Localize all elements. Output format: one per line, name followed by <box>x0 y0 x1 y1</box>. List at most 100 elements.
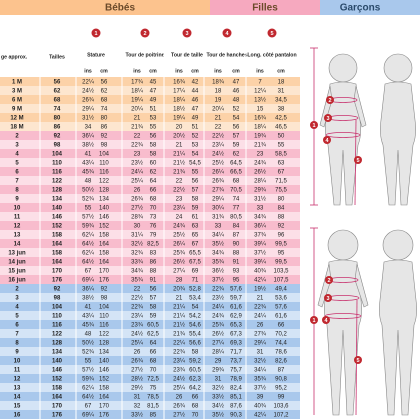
number-badge <box>182 28 192 38</box>
cell: 79 <box>150 233 157 239</box>
cell: 74 <box>233 197 240 203</box>
cell: 22 <box>176 179 183 185</box>
row-label: 116 <box>52 323 62 329</box>
row-background <box>0 302 300 311</box>
row-background <box>0 374 300 383</box>
illustration-bottom <box>310 227 417 416</box>
row-label: 16 <box>14 413 21 419</box>
cell: 90,8 <box>275 377 287 383</box>
row-label: 104 <box>52 152 63 158</box>
cell: 21¾ <box>254 143 267 149</box>
row-label: 2 <box>15 287 19 293</box>
cell: 23 <box>134 152 141 158</box>
cell: 69¼ <box>82 278 95 284</box>
column-header: Tour de taille <box>171 52 203 58</box>
marker-badge <box>310 121 318 129</box>
row-background <box>0 104 300 113</box>
cell: 95 <box>278 251 285 257</box>
row-background <box>0 347 300 356</box>
cell: 45¾ <box>82 170 95 176</box>
cell: 75,7 <box>230 368 242 374</box>
cell: 32½ <box>131 241 143 248</box>
cell: 134 <box>99 197 110 203</box>
cell: 64½ <box>82 259 94 266</box>
row-label: 14 <box>14 395 21 401</box>
row-label: 104 <box>52 305 63 311</box>
cell: 146 <box>99 368 110 374</box>
cell: 39¼ <box>254 260 267 266</box>
row-label: 128 <box>52 188 63 194</box>
cell: 27¼ <box>173 269 186 275</box>
cell: 48 <box>85 179 92 185</box>
cell: 50½ <box>82 340 94 347</box>
cell: 54,5 <box>189 161 201 167</box>
cell: 22½ <box>131 295 143 302</box>
cell: 98 <box>101 143 108 149</box>
row-label: 122 <box>52 179 63 185</box>
cell: 57½ <box>82 214 94 221</box>
cell: 70 <box>150 206 157 212</box>
cell: 26 <box>134 188 141 194</box>
cell: 43¼ <box>82 314 95 320</box>
cell: 25½ <box>212 160 224 167</box>
cell: 88 <box>233 251 240 257</box>
cell: 21¾ <box>131 125 144 131</box>
unit-ins: ins <box>214 68 222 74</box>
row-background <box>0 383 300 392</box>
cell: 64,2 <box>189 386 201 392</box>
cell: 26½ <box>173 259 185 266</box>
cell: 34 <box>85 125 92 131</box>
cell: 29¼ <box>212 197 225 203</box>
cell: 58 <box>150 305 157 311</box>
cell: 31½ <box>82 115 94 122</box>
cell: 26¾ <box>131 197 144 203</box>
cell: 34¾ <box>131 269 144 275</box>
row-label: 11 <box>14 368 21 374</box>
cell: 48 <box>85 332 92 338</box>
row-label: 2 <box>15 134 19 140</box>
cell: 158 <box>99 233 110 239</box>
cell: 70 <box>150 368 157 374</box>
cell: 19¼ <box>131 98 144 104</box>
cell: 27½ <box>131 205 143 212</box>
cell: 21 <box>215 116 222 122</box>
row-background <box>0 140 300 149</box>
cell: 96 <box>278 233 285 239</box>
marker-badge <box>325 276 333 284</box>
cell: 33 <box>257 206 264 212</box>
cell: 51 <box>150 107 157 113</box>
cell: 35½ <box>212 241 224 248</box>
cell: 25¼ <box>131 179 144 185</box>
row-label: 8 <box>15 341 19 347</box>
number-badge <box>91 28 101 38</box>
row-background <box>0 131 300 140</box>
cell: 64½ <box>82 394 94 401</box>
row-background <box>0 266 300 275</box>
cell: 26¼ <box>173 242 186 248</box>
cell: 40¾ <box>254 269 267 275</box>
cell: 18¼ <box>254 125 267 131</box>
marker-number: 4 <box>325 138 329 144</box>
row-label: 92 <box>54 287 61 293</box>
row-label: 3 <box>15 143 19 149</box>
cell: 33½ <box>131 412 143 419</box>
cell: 38½ <box>82 142 94 149</box>
row-label: 13 <box>14 233 21 239</box>
row-background <box>0 365 300 374</box>
row-label: 176 <box>52 278 63 284</box>
row-label: 98 <box>54 143 61 149</box>
cell: 57 <box>233 134 240 140</box>
cell: 58 <box>192 350 199 356</box>
cell: 26 <box>134 350 141 356</box>
illustration-top <box>310 47 416 206</box>
cell: 27½ <box>131 367 143 374</box>
cell: 60 <box>150 161 157 167</box>
cell: 66,5 <box>230 170 242 176</box>
size-header: Tailles <box>49 54 65 60</box>
row-background <box>0 230 300 239</box>
cell: 53 <box>192 143 199 149</box>
cell: 29¼ <box>254 341 267 347</box>
cell: 122 <box>99 179 110 185</box>
row-label: 68 <box>54 98 61 104</box>
number: 4 <box>225 31 229 37</box>
